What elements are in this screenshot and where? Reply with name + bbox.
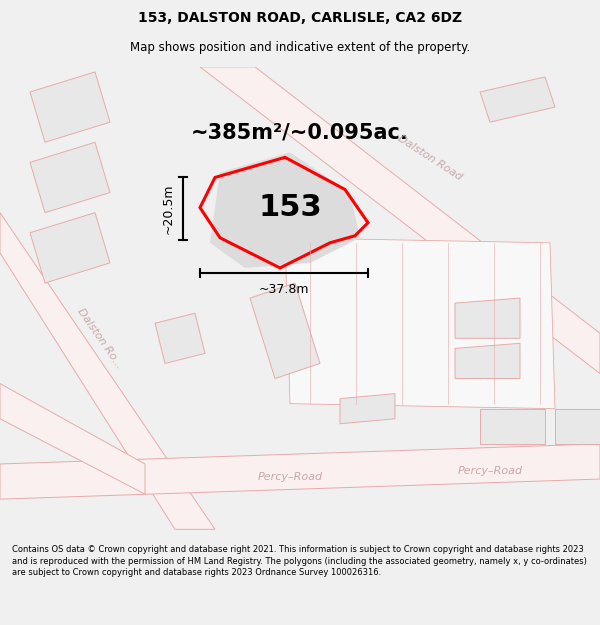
Polygon shape <box>30 142 110 212</box>
Text: Map shows position and indicative extent of the property.: Map shows position and indicative extent… <box>130 41 470 54</box>
Text: ~37.8m: ~37.8m <box>259 283 309 296</box>
Polygon shape <box>285 238 555 409</box>
Text: Contains OS data © Crown copyright and database right 2021. This information is : Contains OS data © Crown copyright and d… <box>12 545 587 578</box>
Text: ~20.5m: ~20.5m <box>162 183 175 234</box>
Polygon shape <box>480 77 555 122</box>
Polygon shape <box>30 213 110 283</box>
Polygon shape <box>155 313 205 364</box>
Polygon shape <box>340 394 395 424</box>
Polygon shape <box>555 409 600 444</box>
Polygon shape <box>0 213 215 529</box>
Text: Dalston Ro...: Dalston Ro... <box>76 306 124 370</box>
Polygon shape <box>455 343 520 379</box>
Text: Percy–Road: Percy–Road <box>457 466 523 476</box>
Polygon shape <box>455 298 520 338</box>
Text: Dalston Road: Dalston Road <box>396 133 464 182</box>
Polygon shape <box>210 152 360 268</box>
Polygon shape <box>0 384 145 494</box>
Text: Percy–Road: Percy–Road <box>257 472 323 482</box>
Text: ~385m²/~0.095ac.: ~385m²/~0.095ac. <box>191 122 409 142</box>
Polygon shape <box>250 283 320 379</box>
Polygon shape <box>0 444 600 499</box>
Polygon shape <box>480 409 545 444</box>
Text: 153: 153 <box>258 193 322 222</box>
Text: 153, DALSTON ROAD, CARLISLE, CA2 6DZ: 153, DALSTON ROAD, CARLISLE, CA2 6DZ <box>138 11 462 26</box>
Polygon shape <box>200 67 600 374</box>
Polygon shape <box>30 72 110 142</box>
